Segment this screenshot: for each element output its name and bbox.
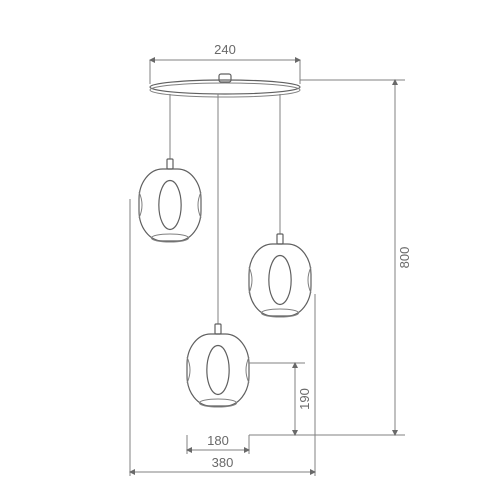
svg-text:380: 380 (212, 455, 234, 470)
svg-text:190: 190 (297, 388, 312, 410)
svg-text:240: 240 (214, 42, 236, 57)
svg-text:180: 180 (207, 433, 229, 448)
svg-text:800: 800 (397, 247, 412, 269)
dimension-drawing: 240 800 190 180 380 (0, 0, 500, 500)
